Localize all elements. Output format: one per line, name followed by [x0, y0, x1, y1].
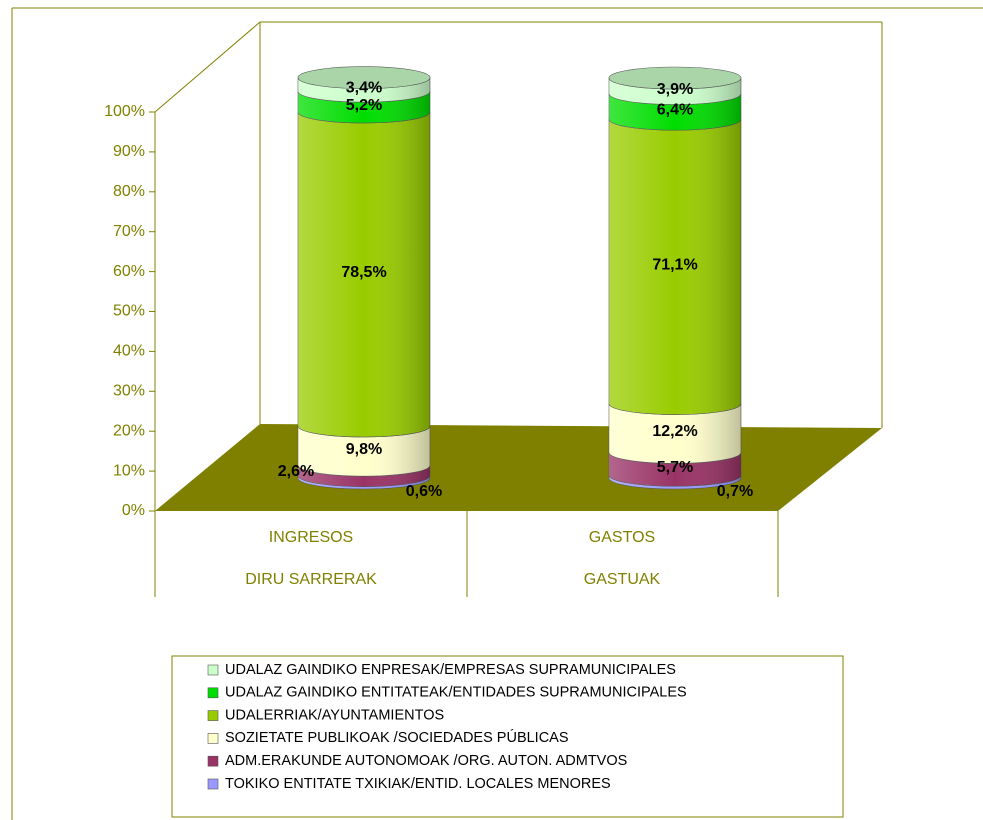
segment-shade: [609, 119, 741, 415]
cylinder-top-shade: [298, 66, 430, 89]
value-label: 5,7%: [657, 459, 693, 476]
legend-label: UDALAZ GAINDIKO ENTITATEAK/ENTIDADES SUP…: [225, 685, 687, 701]
value-label: 5,2%: [346, 97, 382, 114]
segment-shade: [298, 77, 430, 103]
legend-swatch: [207, 687, 219, 699]
y-tick-label: 100%: [104, 103, 145, 120]
segment-shade: [298, 426, 430, 477]
legend: [171, 655, 844, 818]
legend-swatch: [207, 664, 219, 676]
cylinder-top-shade: [609, 67, 741, 89]
segment-shade: [609, 78, 741, 105]
value-label: 3,9%: [657, 81, 693, 98]
y-tick-label: 20%: [113, 422, 145, 439]
segment-shade: [298, 465, 430, 487]
segment-shade: [609, 475, 741, 489]
segment-shade: [298, 112, 430, 437]
cylinder-top: [297, 66, 431, 89]
segment-shade: [609, 403, 741, 464]
cylinder-top: [608, 66, 742, 90]
segment-shade: [609, 452, 741, 487]
legend-swatch: [207, 733, 219, 744]
legend-swatch: [207, 778, 219, 790]
y-tick-label: 60%: [113, 263, 145, 280]
y-tick-label: 50%: [113, 303, 145, 320]
y-tick-label: 70%: [113, 223, 145, 240]
y-tick-label: 30%: [113, 383, 145, 400]
value-label: 0,6%: [406, 483, 442, 500]
x-tick-label: GASTOS: [589, 529, 655, 546]
value-label: 6,4%: [657, 102, 693, 119]
legend-label: UDALAZ GAINDIKO ENPRESAK/EMPRESAS SUPRAM…: [225, 662, 676, 678]
y-tick-label: 0%: [122, 502, 145, 519]
walls: [154, 21, 883, 597]
y-tick-label: 90%: [113, 143, 145, 160]
legend-label: ADM.ERAKUNDE AUTONOMOAK /ORG. AUTON. ADM…: [225, 753, 627, 769]
legend-swatch: [207, 710, 219, 721]
value-label: 9,8%: [346, 441, 382, 458]
segment-shade: [298, 475, 430, 489]
y-tick-label: 80%: [113, 183, 145, 200]
x-tick-label: DIRU SARRERAK: [245, 571, 377, 588]
y-tick-label: 40%: [113, 343, 145, 360]
value-label: 0,7%: [717, 483, 753, 500]
wall-edge: [154, 21, 261, 113]
legend-label: UDALERRIAK/AYUNTAMIENTOS: [225, 707, 444, 723]
segment-shade: [609, 93, 741, 131]
value-label: 12,2%: [652, 423, 697, 440]
value-label: 78,5%: [341, 264, 386, 281]
legend-label: TOKIKO ENTITATE TXIKIAK/ENTID. LOCALES M…: [225, 776, 611, 792]
value-label: 2,6%: [278, 463, 314, 480]
x-tick-label: GASTUAK: [584, 571, 661, 588]
y-tick-label: 10%: [113, 462, 145, 479]
value-label: 3,4%: [346, 80, 382, 97]
segment-shade: [298, 91, 430, 123]
legend-label: SOZIETATE PUBLIKOAK /SOCIEDADES PÚBLICAS: [225, 729, 569, 746]
floor: [155, 424, 882, 511]
x-tick-label: INGRESOS: [269, 529, 353, 546]
legend-swatch: [207, 755, 219, 767]
value-label: 71,1%: [652, 257, 697, 274]
